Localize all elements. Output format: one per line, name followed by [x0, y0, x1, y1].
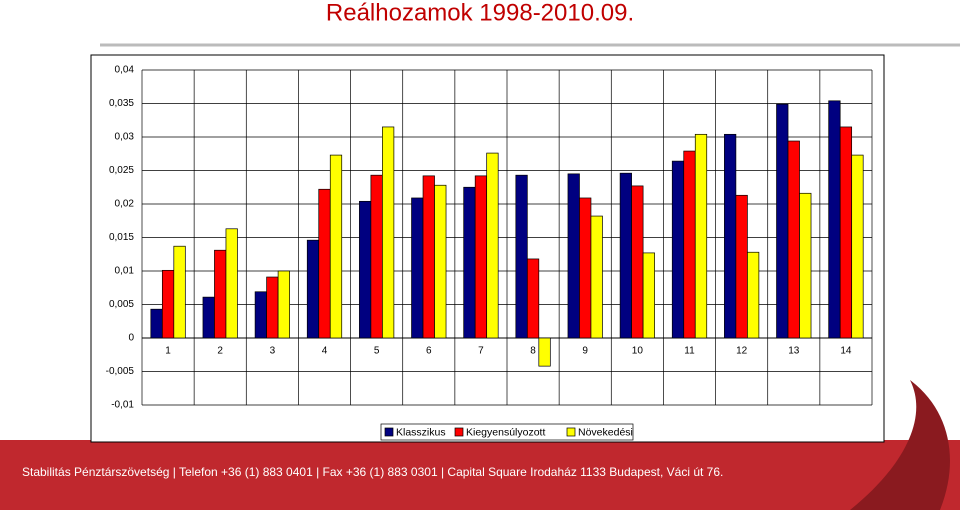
x-tick-label: 6: [426, 346, 432, 357]
x-tick-label: 11: [684, 346, 695, 357]
bar: [254, 291, 267, 339]
y-tick-label: 0,03: [115, 132, 135, 143]
swoosh: [850, 380, 950, 510]
bar: [382, 126, 395, 339]
y-tick-label: 0,035: [109, 98, 134, 109]
bar: [839, 126, 853, 339]
bar: [150, 308, 163, 339]
y-tick-label: 0,01: [115, 266, 135, 277]
bar: [486, 152, 499, 339]
x-tick-label: 2: [217, 346, 223, 357]
bar: [747, 251, 760, 339]
bar: [579, 197, 592, 339]
y-tick-label: 0,04: [115, 65, 135, 76]
y-tick-label: -0,01: [111, 400, 134, 411]
bar: [277, 270, 290, 339]
bar: [306, 239, 320, 339]
legend-swatch: [566, 427, 576, 437]
bar: [161, 269, 175, 339]
x-tick-label: 4: [322, 346, 328, 357]
bar: [538, 337, 551, 367]
bar: [851, 154, 864, 339]
x-tick-label: 14: [840, 346, 852, 357]
bar: [799, 192, 812, 339]
x-tick-label: 13: [788, 346, 800, 357]
footer-text: Stabilitás Pénztárszövetség | Telefon +3…: [22, 465, 723, 479]
bar: [724, 133, 737, 339]
bar: [526, 258, 540, 339]
bar: [370, 174, 383, 339]
x-tick-label: 1: [165, 346, 171, 357]
y-tick-label: 0: [128, 333, 134, 344]
legend-swatch: [384, 427, 394, 437]
legend-label: Növekedési: [578, 426, 633, 438]
bar: [787, 140, 800, 339]
bar: [642, 252, 655, 339]
chart-title: Reálhozamok 1998-2010.09.: [326, 0, 634, 26]
bar: [225, 228, 238, 339]
bar: [671, 160, 685, 339]
x-tick-label: 3: [270, 346, 276, 357]
bar: [202, 296, 215, 339]
y-tick-label: 0,025: [109, 165, 134, 176]
footer-band: [0, 440, 960, 510]
legend-label: Kiegyensúlyozott: [466, 426, 545, 438]
bar: [590, 215, 603, 339]
legend-swatch: [454, 427, 464, 437]
bar: [434, 184, 447, 339]
x-tick-label: 7: [478, 346, 484, 357]
bar: [173, 245, 186, 339]
x-tick-label: 10: [632, 346, 644, 357]
bar: [359, 200, 372, 339]
y-tick-label: -0,005: [106, 366, 135, 377]
y-tick-label: 0,015: [109, 232, 134, 243]
bar: [266, 276, 279, 339]
y-tick-label: 0,005: [109, 299, 134, 310]
x-tick-label: 5: [374, 346, 380, 357]
bar: [567, 173, 580, 339]
x-tick-label: 9: [582, 346, 588, 357]
bar: [318, 188, 331, 339]
bar: [631, 185, 644, 339]
bar: [411, 197, 424, 339]
bar: [422, 175, 435, 339]
bar: [474, 175, 488, 339]
bar: [694, 133, 708, 339]
bar: [776, 103, 789, 339]
x-tick-label: 12: [736, 346, 748, 357]
bar: [214, 249, 227, 339]
bar: [515, 174, 528, 339]
bar: [619, 172, 632, 339]
legend-label: Klasszikus: [396, 426, 446, 438]
y-tick-label: 0,02: [115, 199, 135, 210]
bar: [828, 100, 841, 339]
bar: [329, 154, 343, 339]
bar: [463, 186, 476, 339]
bar: [735, 194, 748, 339]
x-tick-label: 8: [530, 346, 536, 357]
bar: [683, 150, 696, 339]
